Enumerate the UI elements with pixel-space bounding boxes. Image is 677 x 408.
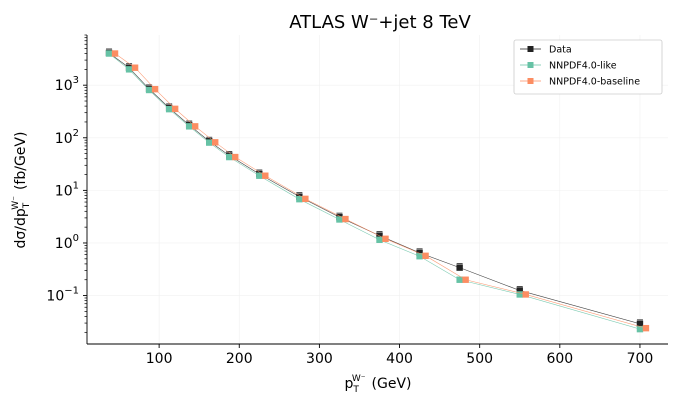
x-tick-label: 700 (627, 351, 654, 367)
legend-marker (527, 62, 534, 68)
data-point (256, 172, 263, 179)
data-point (516, 291, 523, 298)
data-point (462, 276, 469, 283)
data-point (226, 153, 233, 161)
data-point (636, 320, 644, 328)
data-point (206, 139, 213, 146)
data-point (522, 291, 529, 298)
data-point (336, 216, 343, 223)
data-point (382, 235, 389, 243)
data-point (422, 252, 429, 260)
data-point (212, 139, 219, 146)
data-point (456, 264, 463, 271)
y-tick-label: 100 (55, 233, 79, 252)
data-point (151, 85, 159, 93)
y-tick-label: 103 (55, 75, 79, 94)
series-layer (105, 48, 650, 333)
legend-items: Data NNPDF4.0-like NNPDF4.0-baseline (520, 45, 640, 88)
x-tick-label: 400 (386, 351, 413, 367)
data-point (131, 64, 139, 71)
data-point (171, 105, 179, 113)
data-point (296, 195, 303, 203)
legend-marker (527, 78, 534, 84)
data-point (642, 324, 650, 332)
legend: Data NNPDF4.0-like NNPDF4.0-baseline (513, 39, 663, 95)
data-point (516, 287, 523, 294)
data-point (302, 195, 309, 203)
data-point (125, 66, 133, 73)
x-tick-label: 600 (546, 351, 573, 367)
data-point (376, 236, 383, 243)
legend-label: NNPDF4.0-baseline (549, 77, 640, 88)
data-point (145, 86, 153, 94)
y-tick-label: 101 (55, 180, 79, 199)
data-point (342, 215, 349, 223)
data-point (111, 50, 119, 57)
x-tick-label: 300 (306, 351, 333, 367)
x-axis-label: pTW⁻ (GeV) (344, 374, 411, 395)
legend-label: Data (549, 45, 572, 56)
x-axis-ticks: 100 200 300 400 500 600 700 (146, 344, 654, 367)
x-tick-label: 100 (146, 351, 173, 367)
x-tick-label: 200 (226, 351, 253, 367)
data-point (262, 172, 269, 179)
data-point (105, 50, 113, 57)
legend-box (513, 39, 663, 95)
x-tick-label: 500 (466, 351, 493, 367)
legend-label: NNPDF4.0-like (549, 61, 617, 72)
data-point (185, 123, 193, 130)
data-point (416, 249, 423, 257)
series-line (114, 53, 647, 329)
y-tick-label: 102 (55, 128, 79, 147)
data-point (636, 325, 644, 333)
series-line (108, 53, 641, 330)
data-point (191, 123, 199, 130)
data-point (232, 153, 239, 161)
legend-marker (527, 46, 534, 52)
y-tick-label: 10−1 (46, 286, 79, 305)
data-point (165, 105, 173, 113)
y-axis-ticks: 10−1 100 101 102 103 (46, 34, 87, 333)
data-point (456, 276, 463, 283)
data-point (416, 253, 423, 260)
y-axis-label: dσ/dpTW⁻(fb/GeV) (11, 132, 32, 249)
chart-title: ATLAS W⁻+jet 8 TeV (289, 12, 471, 33)
